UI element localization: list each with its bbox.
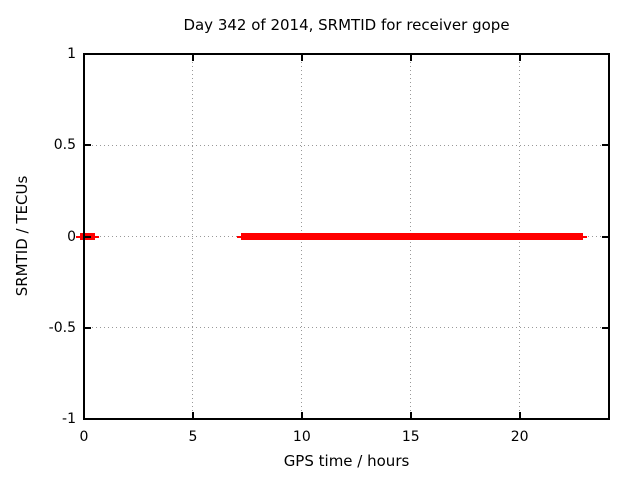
y-tick-right [602, 144, 609, 147]
y-tick-left [84, 326, 91, 329]
y-tick-label: 0.5 [53, 137, 76, 154]
y-tick-label: -1 [62, 411, 76, 427]
x-axis-label: GPS time / hours [283, 452, 410, 470]
x-tick-label: 15 [401, 429, 420, 445]
chart-title: Day 342 of 2014, SRMTID for receiver gop… [183, 16, 510, 34]
x-tick-top [409, 54, 412, 61]
x-tick-label: 10 [292, 429, 311, 445]
x-tick-label: 5 [188, 429, 198, 445]
y-tick-label: 0 [67, 228, 76, 245]
x-tick-bottom [409, 412, 412, 419]
x-tick-bottom [518, 412, 521, 419]
series-segment [240, 233, 583, 240]
x-tick-bottom [300, 412, 303, 419]
x-tick-label: 0 [79, 429, 89, 445]
y-tick-right [602, 235, 609, 238]
y-tick-left [84, 235, 91, 238]
x-tick-label: 20 [510, 429, 529, 445]
gridline-y-0.5 [84, 144, 609, 146]
y-tick-left [84, 144, 91, 147]
y-tick-right [602, 326, 609, 329]
y-tick-label: 1 [67, 46, 76, 62]
x-tick-bottom [191, 412, 194, 419]
x-tick-top [518, 54, 521, 61]
x-tick-top [300, 54, 303, 61]
gridline-y--0.5 [84, 327, 609, 329]
x-tick-top [191, 54, 194, 61]
plot-area [75, 53, 610, 420]
y-tick-label: -0.5 [48, 319, 76, 336]
